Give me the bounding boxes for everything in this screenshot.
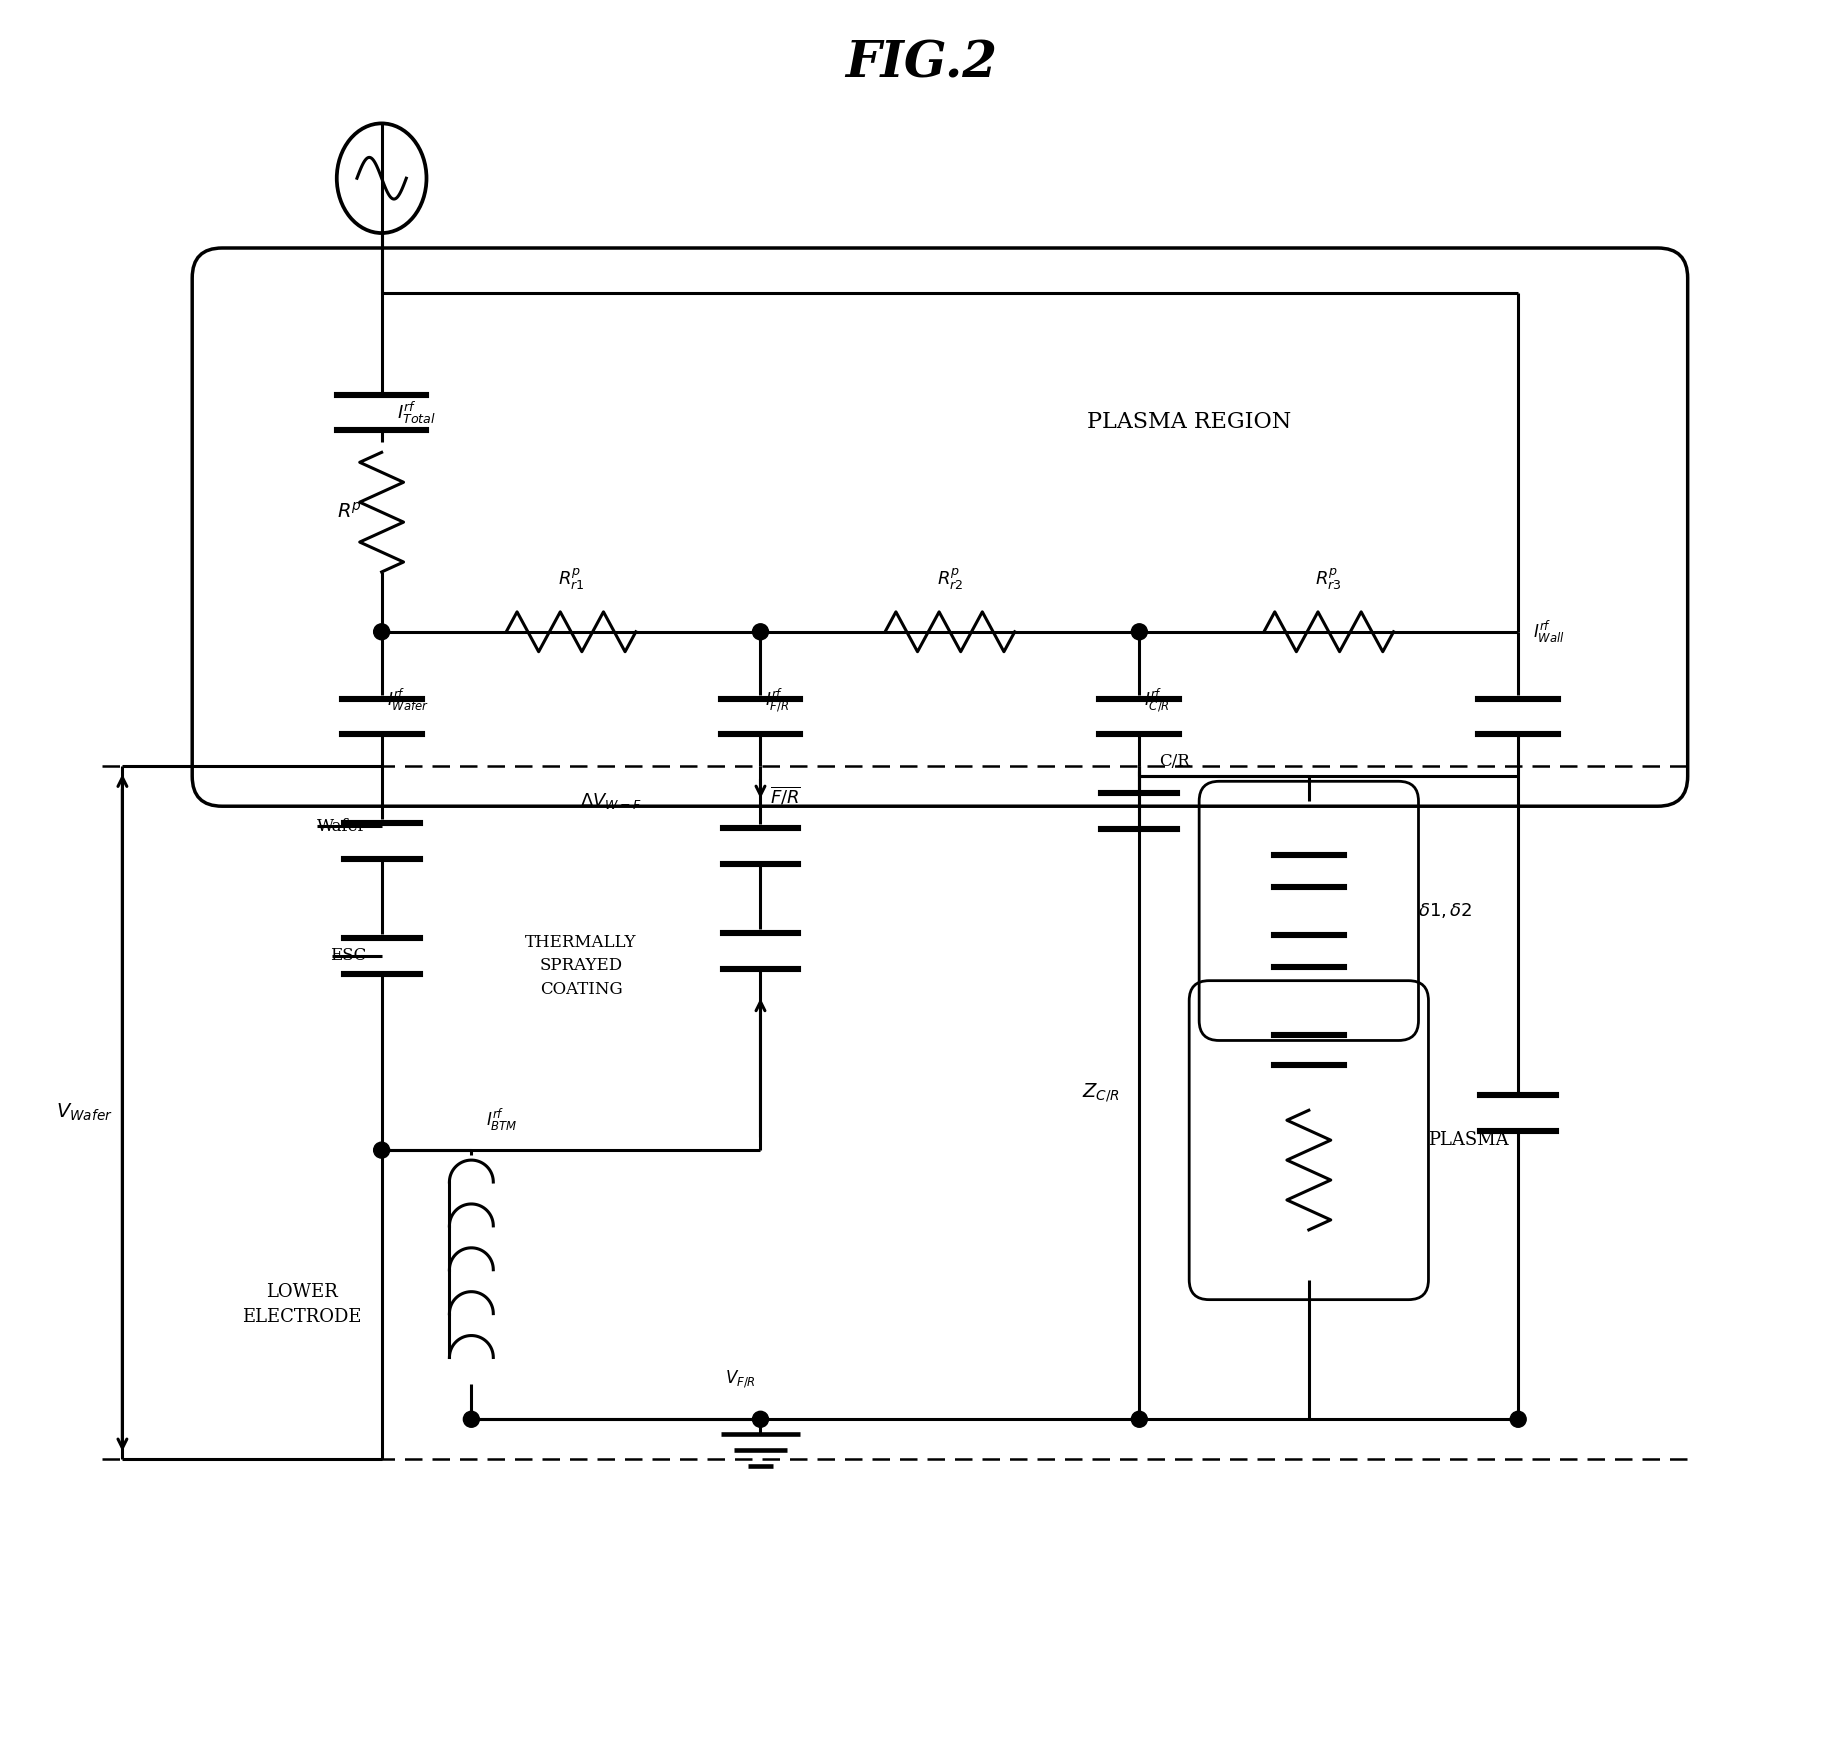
Text: $I^{rf}_{BTM}$: $I^{rf}_{BTM}$ bbox=[486, 1107, 518, 1133]
Circle shape bbox=[1131, 1411, 1148, 1427]
Text: $R^p_{r3}$: $R^p_{r3}$ bbox=[1315, 567, 1343, 592]
Text: C/R: C/R bbox=[1159, 753, 1190, 770]
Text: FIG.2: FIG.2 bbox=[845, 39, 997, 88]
Circle shape bbox=[374, 623, 391, 639]
Text: Wafer: Wafer bbox=[317, 818, 367, 835]
Text: $\Delta V_{W-F}$: $\Delta V_{W-F}$ bbox=[580, 791, 641, 811]
Text: $V_{F/R}$: $V_{F/R}$ bbox=[726, 1369, 755, 1390]
Text: $I^{rf}_{Wall}$: $I^{rf}_{Wall}$ bbox=[1533, 618, 1566, 644]
Circle shape bbox=[753, 623, 768, 639]
Circle shape bbox=[1510, 1411, 1527, 1427]
Text: $I^{rf}_{C/R}$: $I^{rf}_{C/R}$ bbox=[1144, 686, 1170, 714]
Circle shape bbox=[1131, 623, 1148, 639]
Text: $Z_{C/R}$: $Z_{C/R}$ bbox=[1081, 1082, 1120, 1105]
Circle shape bbox=[753, 1411, 768, 1427]
Text: $I^{rf}_{Wafer}$: $I^{rf}_{Wafer}$ bbox=[387, 686, 429, 713]
Text: THERMALLY
SPRAYED
COATING: THERMALLY SPRAYED COATING bbox=[525, 933, 637, 998]
Text: $\delta1,\delta2$: $\delta1,\delta2$ bbox=[1418, 902, 1474, 921]
Text: $R^p_{r2}$: $R^p_{r2}$ bbox=[938, 567, 963, 592]
Text: PLASMA: PLASMA bbox=[1428, 1131, 1509, 1149]
Text: ESC: ESC bbox=[330, 947, 367, 965]
Text: $R^p$: $R^p$ bbox=[337, 503, 361, 522]
Text: $I^{rf}_{Total}$: $I^{rf}_{Total}$ bbox=[396, 399, 435, 425]
Text: PLASMA REGION: PLASMA REGION bbox=[1087, 411, 1291, 434]
Text: $\overline{F/R}$: $\overline{F/R}$ bbox=[770, 786, 801, 807]
Circle shape bbox=[374, 1142, 391, 1157]
Text: $V_{Wafer}$: $V_{Wafer}$ bbox=[55, 1101, 112, 1124]
Text: LOWER
ELECTRODE: LOWER ELECTRODE bbox=[241, 1283, 361, 1326]
Circle shape bbox=[464, 1411, 479, 1427]
Text: $I^{rf}_{F/R}$: $I^{rf}_{F/R}$ bbox=[766, 686, 790, 714]
Text: $R^p_{r1}$: $R^p_{r1}$ bbox=[558, 567, 584, 592]
